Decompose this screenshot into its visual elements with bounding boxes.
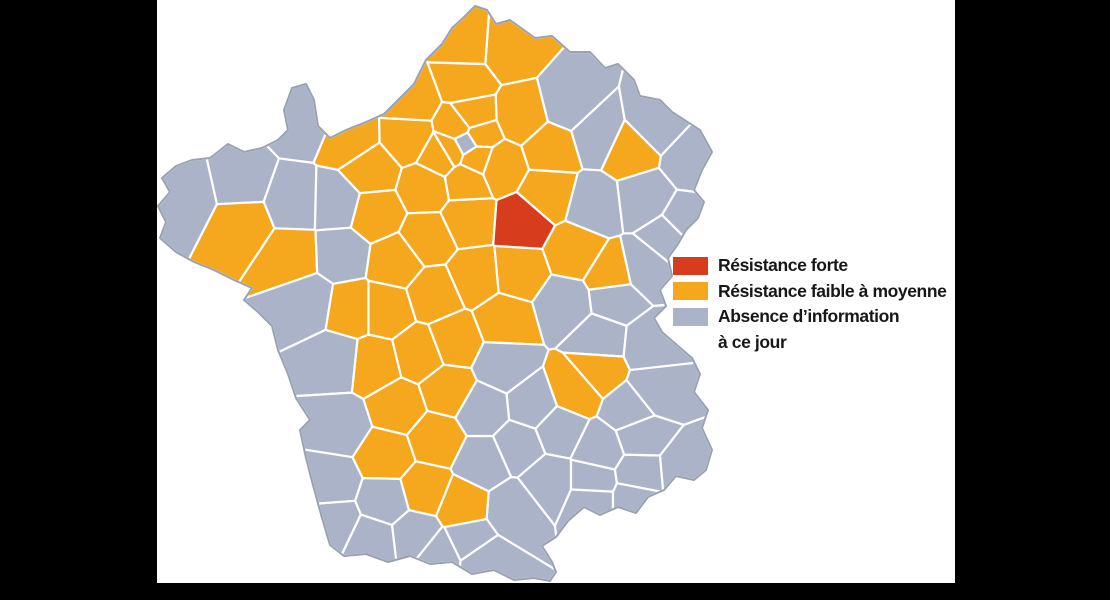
legend-label-forte: Résistance forte <box>718 255 848 275</box>
legend-item-absence: Absence d’information <box>673 307 946 326</box>
department-95 <box>430 100 471 140</box>
legend-item-forte: Résistance forte <box>673 256 946 275</box>
department-89 <box>492 190 557 250</box>
department-94 <box>459 145 494 176</box>
letterbox-right <box>955 0 1110 600</box>
department-84 <box>569 458 618 493</box>
department-48 <box>491 418 547 479</box>
legend-label-absence: Absence d’information <box>718 306 900 326</box>
legend-swatch-absence <box>673 307 708 326</box>
legend-label-faible: Résistance faible à moyenne <box>718 280 947 301</box>
letterbox-left <box>0 0 157 600</box>
country-outline <box>157 5 713 582</box>
department-87 <box>391 320 445 386</box>
department-71 <box>531 273 593 351</box>
legend-swatch-faible <box>673 282 708 300</box>
department-72 <box>349 188 409 245</box>
department-86 <box>367 279 418 341</box>
letterbox-bottom <box>0 583 1110 600</box>
map-legend: Résistance forte Résistance faible à moy… <box>673 256 947 352</box>
legend-swatch-forte <box>673 256 708 275</box>
department-63 <box>470 341 550 395</box>
department-61 <box>336 141 403 195</box>
legend-item-faible: Résistance faible à moyenne <box>673 280 947 301</box>
department-82 <box>399 460 455 518</box>
department-62 <box>424 4 491 66</box>
legend-label-absence-line2: à ce jour <box>718 331 787 352</box>
